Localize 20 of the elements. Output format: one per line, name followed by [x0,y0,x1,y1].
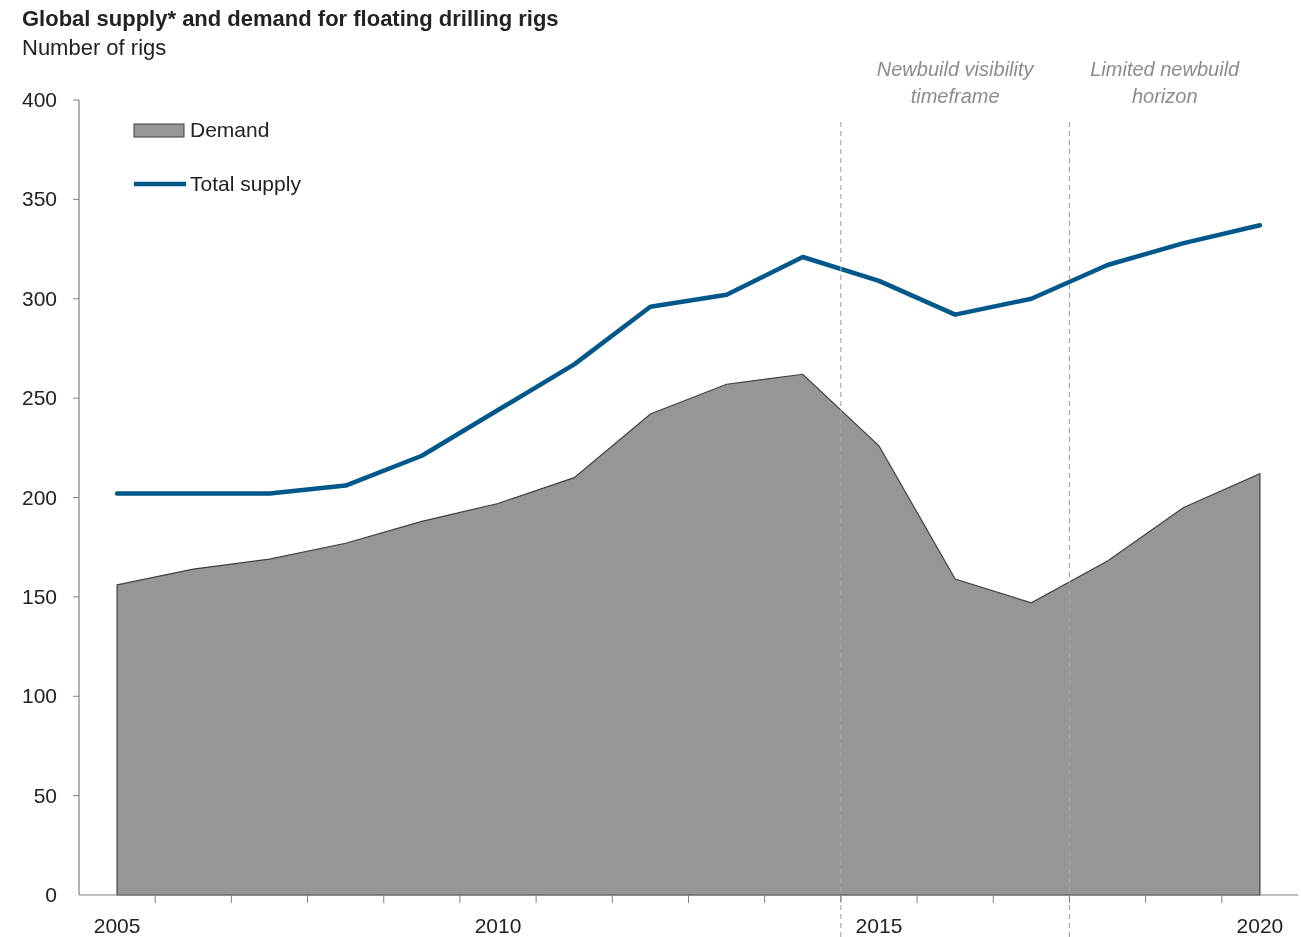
y-tick-label: 200 [21,485,57,509]
ref-line-label: Limited newbuild horizon [1090,58,1241,107]
y-tick-label: 100 [21,684,57,708]
y-tick-label: 400 [21,88,57,111]
x-tick-label: 2020 [1236,914,1284,937]
ref-line-label: Newbuild visibility timeframe [876,58,1035,107]
y-tick-label: 250 [21,386,57,410]
x-tick-label: 2005 [93,914,141,937]
y-tick-label: 0 [45,883,57,906]
legend-label: Total supply [190,172,302,195]
y-tick-label: 300 [21,286,57,310]
chart-title: Global supply* and demand for floating drilling rigs [22,6,559,31]
y-tick-label: 350 [21,187,57,211]
line-series [114,222,1263,496]
x-tick-label: 2010 [474,914,522,937]
y-tick-label: 50 [33,783,57,807]
chart-subtitle: Number of rigs [22,35,167,60]
legend-label: Demand [190,118,270,141]
y-tick-label: 150 [21,584,57,608]
x-tick-label: 2015 [855,914,903,937]
